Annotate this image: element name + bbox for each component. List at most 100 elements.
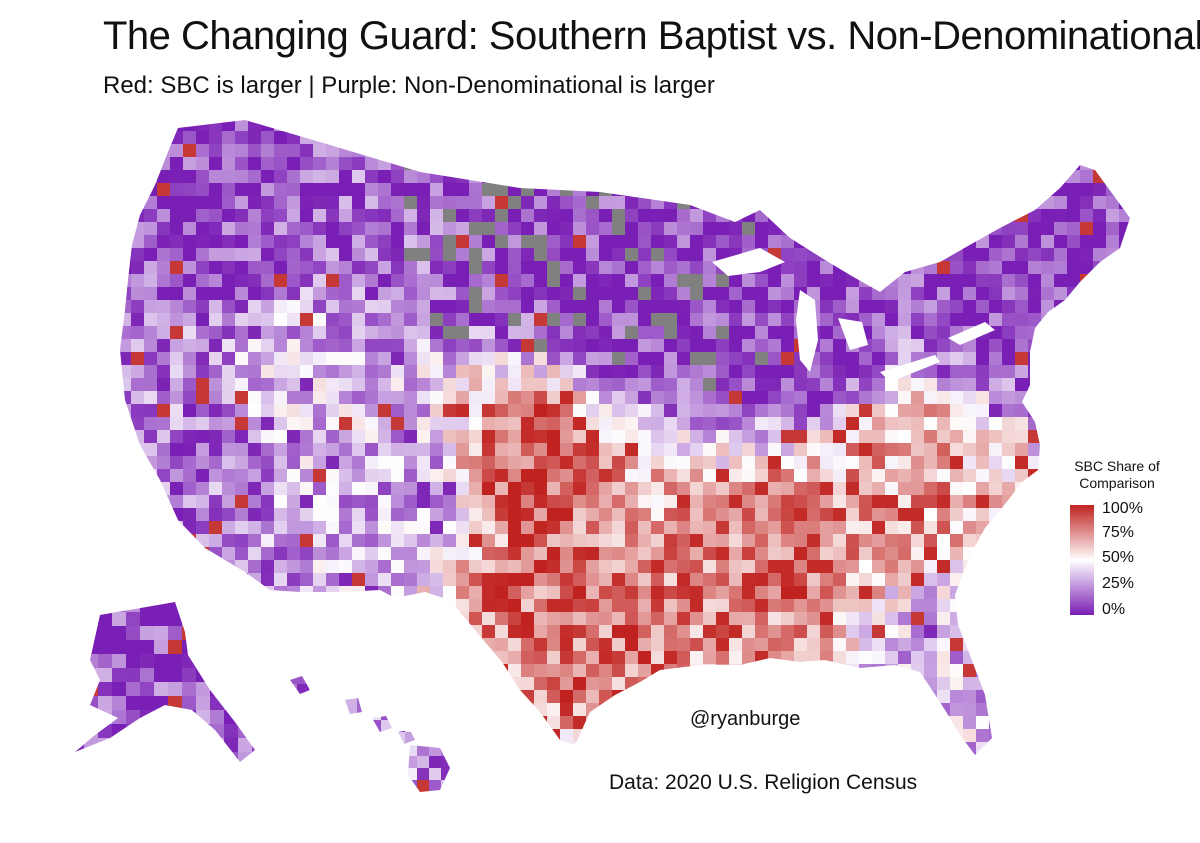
county-cell bbox=[976, 521, 990, 535]
county-cell bbox=[898, 157, 912, 171]
county-cell bbox=[573, 417, 587, 431]
county-cell bbox=[638, 378, 652, 392]
county-cell bbox=[326, 742, 340, 755]
county-cell bbox=[378, 339, 392, 353]
county-cell bbox=[333, 720, 346, 733]
county-cell bbox=[937, 443, 951, 457]
county-cell bbox=[638, 443, 652, 457]
county-cell bbox=[625, 534, 639, 548]
county-cell bbox=[430, 612, 444, 626]
county-cell bbox=[716, 534, 730, 548]
county-cell bbox=[703, 222, 717, 236]
county-cell bbox=[352, 586, 366, 600]
county-cell bbox=[521, 209, 535, 223]
county-cell bbox=[456, 482, 470, 496]
county-cell bbox=[287, 690, 301, 704]
county-cell bbox=[287, 495, 301, 509]
county-cell bbox=[859, 235, 873, 249]
county-cell bbox=[703, 196, 717, 210]
county-cell bbox=[508, 651, 522, 665]
county-cell bbox=[75, 724, 85, 739]
county-cell bbox=[453, 696, 466, 709]
county-cell bbox=[1132, 573, 1146, 587]
county-cell bbox=[196, 696, 211, 711]
county-cell bbox=[1028, 612, 1042, 626]
county-cell bbox=[768, 456, 782, 470]
county-cell bbox=[430, 716, 444, 730]
county-cell bbox=[417, 573, 431, 587]
county-cell bbox=[170, 404, 184, 418]
county-cell bbox=[443, 120, 457, 132]
county-cell bbox=[820, 120, 834, 132]
county-cell bbox=[365, 209, 379, 223]
county-cell bbox=[391, 235, 405, 249]
county-cell bbox=[287, 651, 301, 665]
county-cell bbox=[937, 495, 951, 509]
county-cell bbox=[313, 521, 327, 535]
county-cell bbox=[911, 131, 925, 145]
county-cell bbox=[742, 235, 756, 249]
county-cell bbox=[1106, 677, 1120, 691]
county-cell bbox=[238, 612, 253, 627]
county-cell bbox=[495, 313, 509, 327]
county-cell bbox=[248, 755, 262, 769]
county-cell bbox=[326, 430, 340, 444]
county-cell bbox=[417, 792, 430, 805]
county-cell bbox=[209, 131, 223, 145]
county-cell bbox=[1015, 300, 1029, 314]
county-cell bbox=[357, 756, 370, 769]
county-cell bbox=[1132, 742, 1146, 756]
county-cell bbox=[859, 638, 873, 652]
county-cell bbox=[989, 274, 1003, 288]
county-cell bbox=[417, 547, 431, 561]
county-cell bbox=[222, 131, 236, 145]
county-cell bbox=[599, 586, 613, 600]
county-cell bbox=[729, 534, 743, 548]
county-cell bbox=[677, 599, 691, 613]
county-cell bbox=[339, 339, 353, 353]
county-cell bbox=[183, 157, 197, 171]
county-cell bbox=[1041, 131, 1055, 145]
county-cell bbox=[495, 560, 509, 574]
county-cell bbox=[168, 682, 183, 697]
county-cell bbox=[430, 729, 444, 743]
county-cell bbox=[547, 417, 561, 431]
county-cell bbox=[300, 144, 314, 158]
county-cell bbox=[1054, 313, 1068, 327]
county-cell bbox=[352, 222, 366, 236]
county-cell bbox=[482, 417, 496, 431]
county-cell bbox=[248, 508, 262, 522]
county-cell bbox=[144, 222, 158, 236]
county-cell bbox=[120, 170, 132, 184]
county-cell bbox=[924, 222, 938, 236]
county-cell bbox=[716, 120, 730, 132]
county-cell bbox=[365, 287, 379, 301]
county-cell bbox=[469, 300, 483, 314]
county-cell bbox=[612, 120, 626, 132]
county-cell bbox=[326, 755, 340, 769]
county-cell bbox=[742, 638, 756, 652]
county-cell bbox=[126, 724, 141, 739]
county-cell bbox=[534, 716, 548, 730]
county-cell bbox=[182, 738, 197, 753]
county-cell bbox=[1093, 716, 1107, 730]
county-cell bbox=[586, 170, 600, 184]
county-cell bbox=[651, 222, 665, 236]
county-cell bbox=[625, 417, 639, 431]
county-cell bbox=[547, 729, 561, 743]
county-cell bbox=[1119, 261, 1130, 275]
county-cell bbox=[456, 170, 470, 184]
county-cell bbox=[638, 456, 652, 470]
county-cell bbox=[1119, 170, 1130, 184]
county-cell bbox=[573, 586, 587, 600]
county-cell bbox=[210, 626, 225, 641]
county-cell bbox=[508, 599, 522, 613]
county-cell bbox=[248, 495, 262, 509]
county-cell bbox=[898, 482, 912, 496]
county-cell bbox=[365, 326, 379, 340]
county-cell bbox=[287, 417, 301, 431]
county-cell bbox=[170, 274, 184, 288]
county-cell bbox=[131, 456, 145, 470]
county-cell bbox=[924, 170, 938, 184]
county-cell bbox=[976, 339, 990, 353]
